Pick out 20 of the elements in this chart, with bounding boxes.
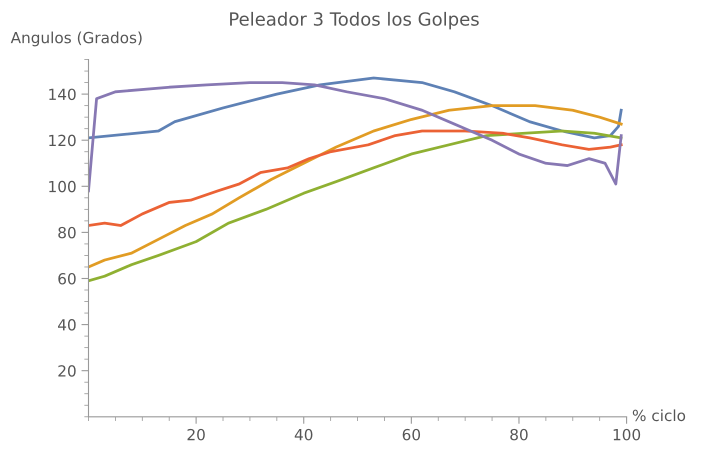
x-tick-label: 20 [188, 428, 205, 440]
y-tick-label: 60 [58, 272, 76, 285]
line-series [88, 130, 623, 282]
line-series [88, 76, 623, 140]
y-tick-label: 140 [49, 88, 76, 100]
y-tick-label: 20 [58, 365, 76, 377]
x-tick-label: 60 [402, 428, 420, 440]
x-tick-label: 40 [294, 428, 312, 440]
y-tick-label: 40 [58, 319, 76, 331]
x-tick-label: 80 [510, 428, 528, 440]
line-series [88, 81, 623, 192]
x-axis-title: % ciclo [632, 409, 686, 422]
x-tick-label: 100 [614, 428, 640, 440]
line-series [88, 130, 623, 227]
y-tick-label: 120 [49, 134, 76, 146]
line-series [88, 104, 623, 268]
y-tick-label: 100 [49, 180, 76, 192]
y-tick-label: 80 [58, 226, 76, 238]
y-axis-title: Angulos (Grados) [10, 32, 142, 46]
chart-title: Peleador 3 Todos los Golpes [230, 12, 479, 30]
